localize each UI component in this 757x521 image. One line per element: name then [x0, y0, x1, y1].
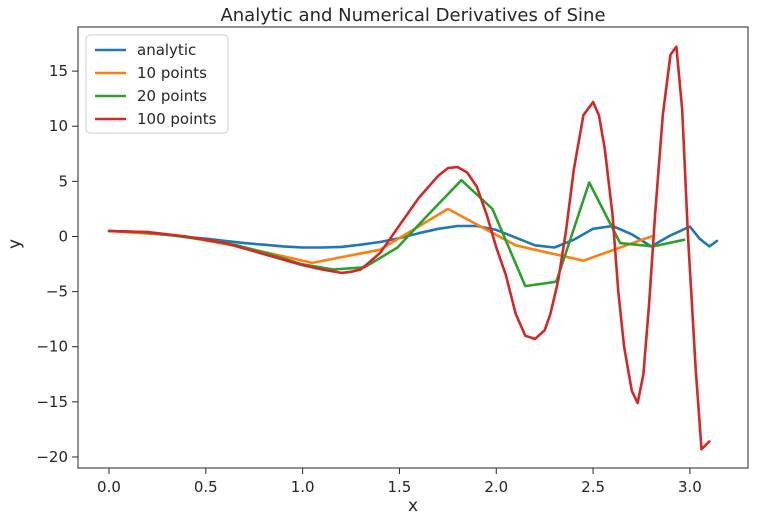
y-axis-label: y — [5, 239, 25, 249]
legend: analytic 10 points 20 points 100 points — [85, 34, 229, 134]
x-tick-label: 0.5 — [194, 478, 218, 496]
y-tick-label: −10 — [36, 338, 68, 356]
series-layer — [107, 45, 719, 451]
legend-box — [85, 34, 229, 134]
x-axis: 0.0 0.5 1.0 1.5 2.0 2.5 3.0 — [97, 468, 702, 496]
x-tick-label: 1.5 — [388, 478, 412, 496]
y-tick-label: 5 — [58, 172, 68, 190]
x-axis-label: x — [408, 496, 418, 516]
y-tick-label: 15 — [49, 62, 68, 80]
legend-label-20-points: 20 points — [137, 87, 207, 105]
legend-label-10-points: 10 points — [137, 64, 207, 82]
y-tick-label: −15 — [36, 393, 68, 411]
plot-frame — [77, 26, 749, 469]
y-tick-label: −5 — [46, 283, 68, 301]
plot-area — [77, 26, 749, 469]
legend-label-analytic: analytic — [137, 41, 196, 59]
series-line-100-points — [107, 45, 711, 451]
series-line-20-points — [107, 178, 686, 288]
x-tick-label: 2.0 — [484, 478, 508, 496]
x-tick-label: 3.0 — [678, 478, 702, 496]
y-tick-label: 10 — [49, 117, 68, 135]
y-axis: −20 −15 −10 −5 0 5 10 15 — [36, 62, 78, 466]
x-tick-label: 1.0 — [291, 478, 315, 496]
chart-title: Analytic and Numerical Derivatives of Si… — [220, 5, 605, 26]
legend-label-100-points: 100 points — [137, 110, 217, 128]
y-tick-label: −20 — [36, 448, 68, 466]
x-tick-label: 2.5 — [581, 478, 605, 496]
x-tick-label: 0.0 — [97, 478, 121, 496]
y-tick-label: 0 — [58, 227, 68, 245]
